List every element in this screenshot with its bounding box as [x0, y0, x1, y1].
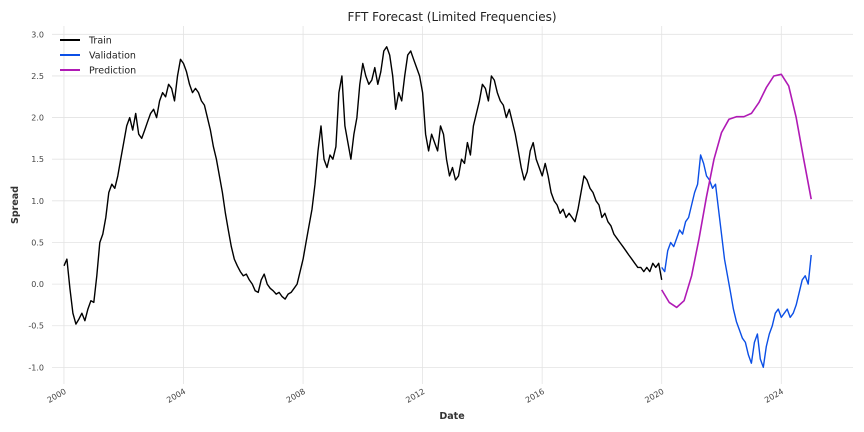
series-line-train	[63, 46, 663, 325]
series-line-prediction	[661, 73, 812, 309]
legend-label-validation: Validation	[89, 51, 136, 62]
x-tick-label: 2012	[404, 387, 426, 405]
chart-title: FFT Forecast (Limited Frequencies)	[347, 10, 556, 24]
y-tick-labels: -1.0 -0.5 0.0 0.5 1.0 1.5 2.0 2.5 3.0	[28, 30, 44, 372]
legend: Train Validation Prediction	[60, 36, 136, 77]
legend-label-prediction: Prediction	[89, 66, 136, 77]
x-tick-label: 2020	[643, 387, 665, 405]
x-tick-label: 2024	[763, 387, 785, 405]
y-tick-label: 2.5	[31, 72, 44, 81]
y-tick-label: 3.0	[31, 30, 44, 39]
x-tick-labels: 2000 2004 2008 2012 2016 2020 2024	[46, 387, 785, 405]
y-tick-label: 2.0	[31, 114, 44, 123]
legend-label-train: Train	[88, 36, 112, 47]
series-lines	[63, 46, 812, 368]
x-tick-label: 2008	[285, 387, 307, 405]
x-tick-label: 2000	[46, 387, 68, 405]
y-tick-label: -1.0	[28, 363, 44, 372]
x-tick-label: 2004	[165, 387, 187, 405]
grid	[52, 26, 853, 384]
y-tick-label: 1.0	[31, 197, 44, 206]
x-axis-label: Date	[439, 411, 464, 422]
series-line-validation	[661, 154, 812, 368]
y-tick-label: -0.5	[28, 322, 44, 331]
y-tick-label: 0.5	[31, 238, 44, 247]
x-tick-label: 2016	[524, 387, 546, 405]
y-tick-label: 1.5	[31, 155, 44, 164]
y-axis-label: Spread	[10, 186, 21, 224]
y-tick-label: 0.0	[31, 280, 44, 289]
